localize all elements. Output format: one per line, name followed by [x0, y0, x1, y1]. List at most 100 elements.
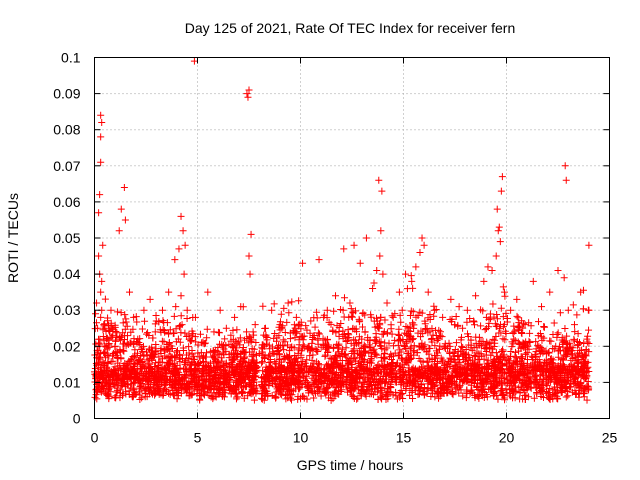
- data-point: [156, 358, 164, 366]
- data-point: [299, 380, 307, 388]
- data-point: [509, 394, 517, 402]
- data-point: [514, 357, 522, 365]
- data-point: [440, 343, 448, 351]
- data-point: [495, 223, 503, 231]
- data-point: [196, 395, 204, 403]
- data-point: [138, 394, 146, 402]
- data-point: [533, 378, 541, 386]
- data-point: [438, 389, 446, 397]
- data-point: [219, 341, 227, 349]
- data-point: [424, 377, 432, 385]
- data-point: [157, 349, 165, 357]
- data-point: [490, 313, 498, 321]
- data-point: [134, 335, 142, 343]
- data-point: [245, 388, 253, 396]
- data-point: [409, 395, 417, 403]
- data-point: [103, 391, 111, 399]
- data-point: [430, 357, 438, 365]
- data-point: [249, 328, 257, 336]
- data-point: [286, 352, 294, 360]
- data-point: [102, 327, 110, 335]
- data-point: [536, 350, 544, 358]
- data-point: [161, 347, 169, 355]
- data-point: [353, 379, 361, 387]
- data-point: [562, 176, 570, 184]
- data-point: [340, 313, 348, 321]
- data-point: [518, 317, 526, 325]
- data-point: [472, 333, 480, 341]
- data-point: [502, 309, 510, 317]
- data-point: [562, 384, 570, 392]
- data-point: [263, 334, 271, 342]
- data-point: [381, 339, 389, 347]
- data-point: [424, 385, 432, 393]
- data-point: [526, 329, 534, 337]
- data-point: [143, 377, 151, 385]
- data-point: [366, 358, 374, 366]
- data-point: [537, 392, 545, 400]
- data-point: [481, 344, 489, 352]
- data-point: [329, 364, 337, 372]
- data-point: [246, 374, 254, 382]
- data-point: [408, 388, 416, 396]
- data-point: [532, 364, 540, 372]
- data-point: [322, 340, 330, 348]
- data-point: [528, 352, 536, 360]
- data-point: [112, 333, 120, 341]
- data-point: [371, 385, 379, 393]
- data-point: [215, 390, 223, 398]
- data-point: [216, 363, 224, 371]
- data-point: [540, 375, 548, 383]
- data-point: [403, 358, 411, 366]
- data-point: [421, 317, 429, 325]
- data-point: [574, 330, 582, 338]
- data-point: [500, 320, 508, 328]
- data-point: [102, 354, 110, 362]
- data-point: [168, 361, 176, 369]
- data-point: [378, 391, 386, 399]
- data-point: [342, 344, 350, 352]
- data-point: [441, 344, 449, 352]
- data-point: [99, 326, 107, 334]
- data-point: [475, 352, 483, 360]
- data-point: [296, 366, 304, 374]
- data-point: [501, 336, 509, 344]
- data-point: [225, 340, 233, 348]
- data-point: [573, 338, 581, 346]
- data-point: [120, 369, 128, 377]
- data-point: [498, 360, 506, 368]
- y-tick-label: 0.03: [53, 302, 80, 318]
- data-point: [259, 341, 267, 349]
- data-point: [119, 375, 127, 383]
- data-point: [452, 339, 460, 347]
- data-point: [140, 306, 148, 314]
- data-point: [98, 118, 106, 126]
- data-point: [417, 327, 425, 335]
- data-point: [124, 380, 132, 388]
- data-point: [497, 304, 505, 312]
- data-point: [93, 348, 101, 356]
- data-point: [258, 358, 266, 366]
- data-point: [210, 328, 218, 336]
- data-point: [290, 358, 298, 366]
- data-point: [289, 372, 297, 380]
- data-point: [361, 328, 369, 336]
- y-tick-label: 0.06: [53, 194, 80, 210]
- data-point: [328, 379, 336, 387]
- data-point: [245, 252, 253, 260]
- data-point: [516, 389, 524, 397]
- data-point: [216, 340, 224, 348]
- data-point: [166, 326, 174, 334]
- data-point: [337, 386, 345, 394]
- data-point: [346, 386, 354, 394]
- data-point: [297, 380, 305, 388]
- data-point: [337, 319, 345, 327]
- data-point: [408, 354, 416, 362]
- data-point: [131, 346, 139, 354]
- data-point: [523, 349, 531, 357]
- data-point: [540, 323, 548, 331]
- data-point: [265, 364, 273, 372]
- data-point: [327, 396, 335, 404]
- data-point: [477, 337, 485, 345]
